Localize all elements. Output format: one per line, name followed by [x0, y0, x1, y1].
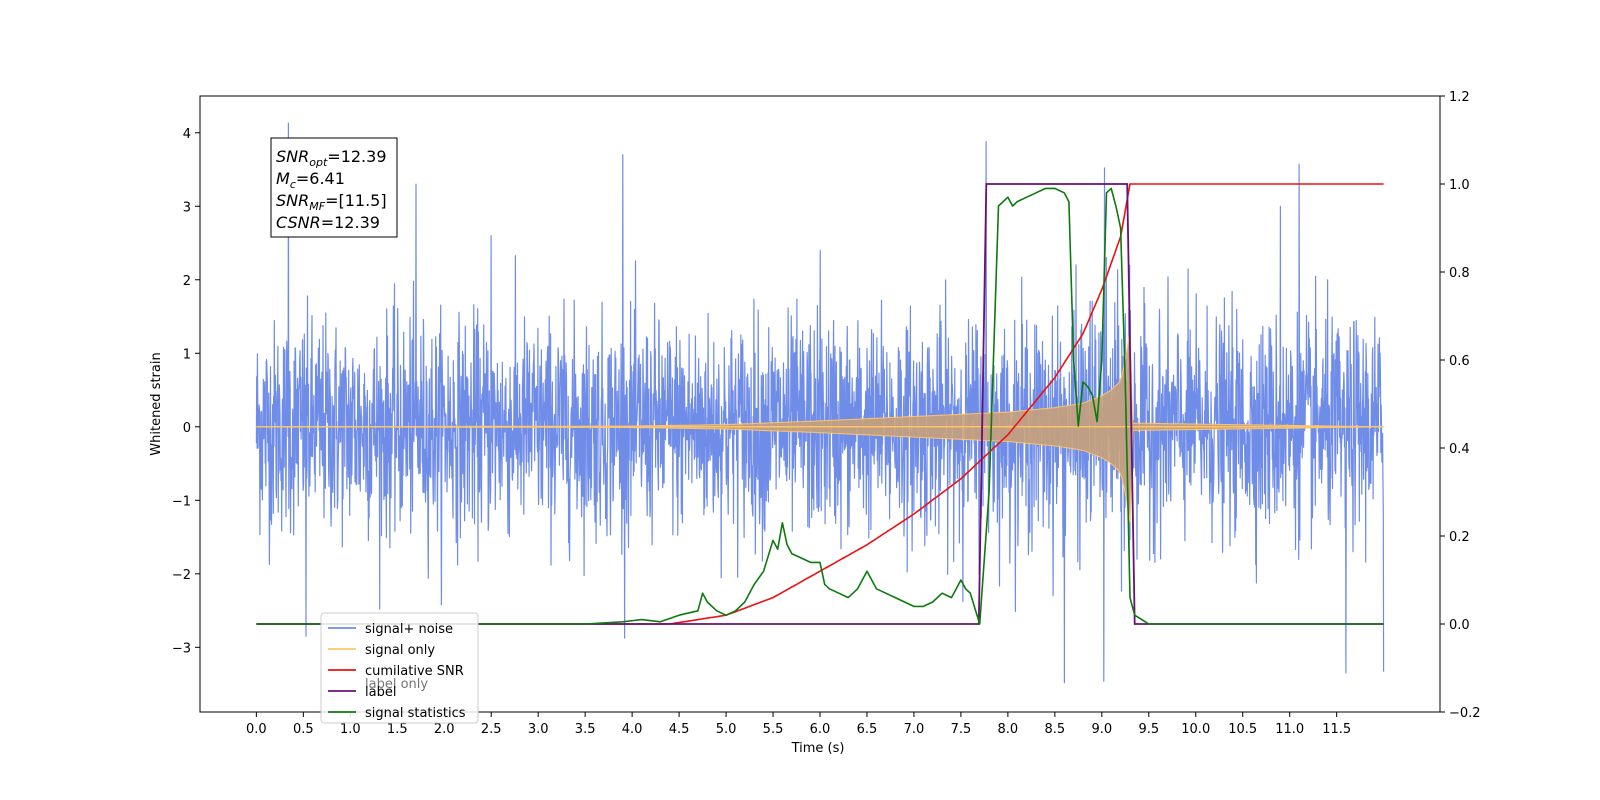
legend-label: signal statistics — [365, 706, 466, 721]
legend-frame — [320, 612, 479, 724]
y-tick-label: 1 — [183, 347, 191, 362]
series-signal-noise — [255, 122, 1385, 684]
annotation-box: SNRopt=12.39 Mc=6.41 SNRMF=[11.5] CSNR=1… — [270, 137, 398, 238]
x-tick-label: 7.5 — [951, 722, 972, 737]
legend-label: label — [365, 685, 396, 700]
x-tick-label: 3.5 — [575, 722, 596, 737]
x-tick-label: 10.0 — [1181, 722, 1210, 737]
annotation-snr-opt: SNRopt=12.39 — [276, 147, 387, 169]
series-signal-statistics — [256, 187, 1384, 625]
legend-hidden-label: label only — [365, 677, 428, 692]
annotation-csnr: CSNR=12.39 — [276, 213, 380, 232]
y-tick-label: 2 — [183, 274, 191, 289]
y2-tick-label: 1.0 — [1449, 178, 1470, 193]
x-tick-label: 6.5 — [857, 722, 878, 737]
x-tick-label: 0.0 — [246, 722, 267, 737]
x-tick-label: 1.5 — [387, 722, 408, 737]
x-tick-label: 1.0 — [340, 722, 361, 737]
x-tick-label: 6.0 — [810, 722, 831, 737]
x-tick-label: 4.5 — [669, 722, 690, 737]
x-tick-label: 9.5 — [1138, 722, 1159, 737]
x-tick-label: 2.0 — [434, 722, 455, 737]
annotation-snr-mf: SNRMF=[11.5] — [276, 191, 387, 213]
x-tick-label: 0.5 — [293, 722, 314, 737]
x-tick-label: 10.5 — [1228, 722, 1257, 737]
y-tick-label: 3 — [183, 200, 191, 215]
annotation-mc: Mc=6.41 — [276, 169, 345, 191]
y-tick-label: 0 — [183, 421, 191, 436]
y2-tick-label: 0.6 — [1449, 354, 1470, 369]
y2-tick-label: 1.2 — [1449, 90, 1470, 105]
y2-tick-label: 0.0 — [1449, 618, 1470, 633]
y-tick-label: 4 — [183, 127, 191, 142]
annotation-frame — [270, 137, 398, 238]
legend-label: signal+ noise — [365, 622, 453, 637]
legend-label: cumilative SNR — [365, 664, 464, 679]
y2-tick-label: 0.8 — [1449, 266, 1470, 281]
x-tick-label: 4.0 — [622, 722, 643, 737]
y-tick-label: −3 — [172, 641, 191, 656]
x-tick-label: 7.0 — [904, 722, 925, 737]
x-tick-label: 3.0 — [528, 722, 549, 737]
y-axis-left: −3 −2 −1 0 1 2 3 4 — [172, 127, 200, 656]
x-tick-label: 5.5 — [763, 722, 784, 737]
y-tick-label: −2 — [172, 568, 191, 583]
legend-label: signal only — [365, 643, 435, 658]
x-axis: 0.0 0.5 1.0 1.5 2.0 2.5 3.0 3.5 4.0 4.5 5.0 5.5 6.0 6… — [246, 712, 1351, 737]
x-tick-label: 2.5 — [481, 722, 502, 737]
y2-tick-label: 0.4 — [1449, 442, 1470, 457]
x-tick-label: 8.5 — [1045, 722, 1066, 737]
x-tick-label: 9.0 — [1091, 722, 1112, 737]
y-tick-label: −1 — [172, 494, 191, 509]
y-axis-label: Whitened strain — [149, 352, 164, 455]
y2-tick-label: −0.2 — [1449, 706, 1481, 721]
x-tick-label: 11.0 — [1275, 722, 1304, 737]
x-tick-label: 5.0 — [716, 722, 737, 737]
x-tick-label: 11.5 — [1322, 722, 1351, 737]
x-axis-label: Time (s) — [791, 741, 845, 756]
legend: label only signal+ noise signal only cumil… — [320, 612, 479, 724]
x-tick-label: 8.0 — [998, 722, 1019, 737]
y-axis-right: −0.2 0.0 0.2 0.4 0.6 0.8 1.0 1.2 — [1440, 90, 1481, 721]
y2-tick-label: 0.2 — [1449, 530, 1470, 545]
